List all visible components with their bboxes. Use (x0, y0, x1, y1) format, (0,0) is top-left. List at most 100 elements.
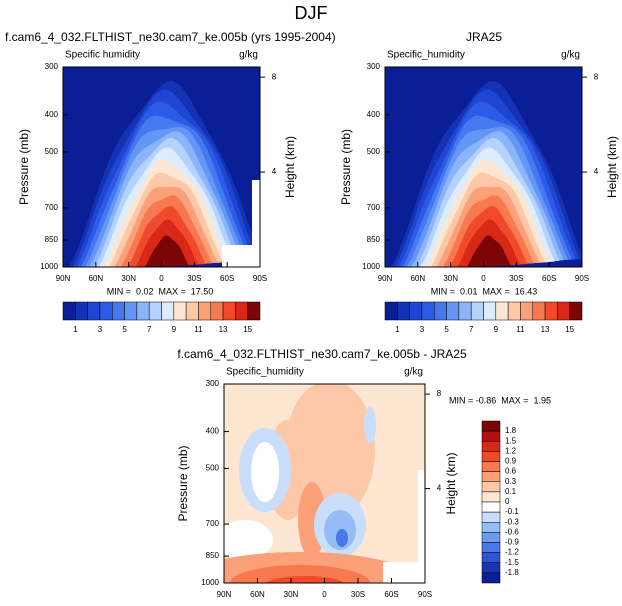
x-tick-label: 0 (159, 274, 164, 283)
colorbar-box (481, 511, 501, 523)
y-tick-label: 300 (367, 62, 381, 71)
colorbar-box (434, 301, 447, 321)
y-tick-label: 500 (45, 147, 59, 156)
colorbar-label: 1.2 (505, 446, 517, 455)
colorbar-box (483, 301, 497, 321)
x-tick-label: 0 (481, 274, 486, 283)
y2-axis-title: Height (km) (605, 136, 619, 198)
colorbar-box (544, 301, 558, 321)
x-tick-label: 60S (220, 274, 234, 283)
y-tick-label: 700 (367, 203, 381, 212)
colorbar-label: 3 (98, 325, 103, 334)
y-axis-title: Pressure (mb) (339, 129, 353, 205)
field (224, 384, 425, 583)
min-max: MIN = 0.01 MAX = 16.43 (431, 286, 538, 296)
colorbar-label: 13 (541, 325, 550, 334)
colorbar-box (495, 301, 509, 321)
colorbar-box (481, 461, 501, 472)
x-tick-label: 90N (378, 274, 393, 283)
colorbar-label: 9 (172, 325, 177, 334)
x-tick-label: 60S (384, 590, 398, 599)
colorbar-box (210, 301, 224, 321)
missing-area (252, 180, 260, 267)
colorbar-box (481, 471, 501, 482)
colorbar-label: 3 (420, 325, 425, 334)
y-tick-label: 700 (45, 203, 59, 212)
colorbar-label: 5 (444, 325, 449, 334)
y-tick-label: 850 (367, 235, 381, 244)
y-tick-label: 400 (45, 110, 59, 119)
x-tick-label: 90N (56, 274, 71, 283)
colorbar-label: 9 (494, 325, 499, 334)
colorbar-label: -1.8 (505, 568, 519, 577)
colorbar-box (75, 301, 88, 321)
colorbar-box (481, 441, 501, 452)
colorbar-box (481, 522, 501, 533)
y-axis-title: Pressure (mb) (176, 445, 190, 521)
field (63, 67, 260, 267)
colorbar-label: -1.5 (505, 558, 519, 567)
contour-blob (336, 529, 348, 547)
colorbar-box (532, 301, 546, 321)
subtitle-right: g/kg (239, 50, 258, 61)
colorbar-label: -0.1 (505, 507, 519, 516)
contour-level (144, 235, 189, 267)
y-tick-label: 1000 (40, 262, 58, 271)
colorbar-label: 0 (505, 497, 510, 506)
colorbar-label: 5 (122, 325, 127, 334)
colorbar-box (222, 301, 236, 321)
y-tick-label: 500 (206, 464, 220, 473)
figure-title: DJF (295, 3, 328, 23)
x-tick-label: 90N (217, 590, 232, 599)
subtitle-right: g/kg (561, 50, 580, 61)
colorbar-label: 1.8 (505, 426, 517, 435)
x-tick-label: 90S (253, 274, 267, 283)
colorbar-label: 15 (565, 325, 574, 334)
colorbar-label: 1.5 (505, 436, 517, 445)
missing-area (383, 562, 425, 583)
x-tick-label: 60N (88, 274, 103, 283)
colorbar-box (507, 301, 521, 321)
colorbar-label: -1.2 (505, 548, 519, 557)
colorbar-box (520, 301, 533, 321)
x-tick-label: 30S (351, 590, 365, 599)
panel-title: JRA25 (466, 30, 502, 44)
contour-blob (266, 576, 344, 583)
colorbar-box (173, 301, 187, 321)
colorbar-box (148, 301, 162, 321)
colorbar-box (409, 301, 423, 321)
min-max: MIN = -0.86 MAX = 1.95 (449, 395, 551, 405)
colorbar-box (421, 301, 435, 321)
colorbar-box (112, 301, 125, 321)
y-tick-label: 1000 (201, 578, 219, 587)
x-tick-label: 60S (542, 274, 556, 283)
y-tick-label: 1000 (362, 262, 380, 271)
y-tick-label: 850 (45, 235, 59, 244)
colorbar-box (481, 532, 501, 543)
colorbar-label: -0.9 (505, 538, 519, 547)
y2-axis-title: Height (km) (444, 452, 458, 514)
colorbar-box (458, 301, 472, 321)
colorbar-box (481, 501, 501, 513)
x-tick-label: 60N (410, 274, 425, 283)
colorbar-box (198, 301, 211, 321)
panel-title: f.cam6_4_032.FLTHIST_ne30.cam7_ke.005b (… (5, 30, 336, 44)
y2-tick-label: 8 (437, 389, 442, 398)
panel-title: f.cam6_4_032.FLTHIST_ne30.cam7_ke.005b -… (177, 347, 467, 361)
x-tick-label: 30N (443, 274, 458, 283)
x-tick-label: 30S (187, 274, 201, 283)
subtitle-left: Specific_humidity (226, 367, 304, 378)
y-axis-title: Pressure (mb) (17, 129, 31, 205)
x-tick-label: 30N (121, 274, 136, 283)
colorbar-box (481, 451, 501, 462)
missing-area (418, 470, 425, 583)
colorbar-label: 1 (395, 325, 400, 334)
subtitle-left: Specific humidity (65, 50, 140, 61)
colorbar-box (247, 301, 261, 321)
field (385, 67, 582, 267)
colorbar-label: -0.6 (505, 527, 519, 536)
subtitle-left: Specific_humidity (387, 50, 465, 61)
colorbar-box (87, 301, 101, 321)
colorbar-label: 13 (219, 325, 228, 334)
